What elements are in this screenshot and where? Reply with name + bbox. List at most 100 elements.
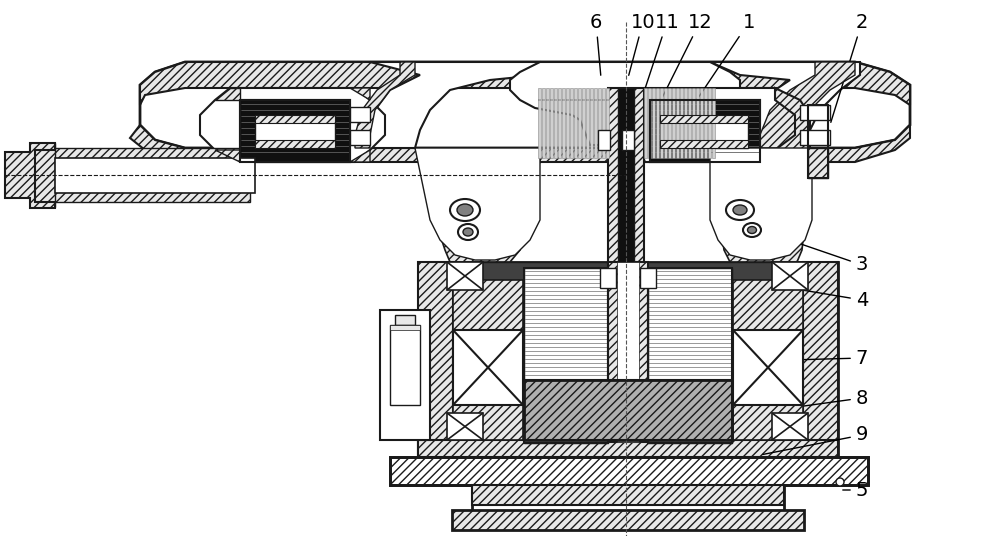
Polygon shape — [215, 150, 240, 162]
Bar — [772, 413, 808, 440]
Polygon shape — [760, 62, 855, 148]
Bar — [546, 88, 549, 158]
Text: 7: 7 — [793, 348, 868, 368]
Bar — [600, 268, 616, 288]
Polygon shape — [415, 148, 540, 260]
Polygon shape — [5, 143, 55, 208]
Polygon shape — [350, 150, 370, 162]
Polygon shape — [200, 88, 385, 162]
Ellipse shape — [463, 228, 473, 236]
Text: 4: 4 — [793, 288, 868, 309]
Bar — [255, 115, 335, 148]
Bar — [524, 268, 608, 443]
Bar — [240, 100, 350, 162]
Bar — [350, 130, 370, 145]
Bar — [390, 457, 868, 485]
Polygon shape — [710, 62, 860, 148]
Bar — [255, 115, 335, 123]
Bar — [676, 88, 679, 158]
Ellipse shape — [743, 223, 761, 237]
Bar — [554, 88, 557, 158]
Bar — [688, 88, 691, 158]
Polygon shape — [355, 62, 415, 148]
Polygon shape — [370, 62, 540, 148]
Bar — [50, 190, 250, 202]
Bar — [472, 485, 784, 505]
Polygon shape — [710, 148, 812, 262]
Bar — [622, 130, 634, 150]
Polygon shape — [130, 125, 910, 162]
Text: 11: 11 — [639, 12, 679, 107]
Bar — [712, 88, 715, 158]
Bar — [704, 88, 707, 158]
Bar — [660, 115, 748, 123]
Bar — [660, 140, 748, 148]
Bar — [390, 457, 868, 485]
Polygon shape — [390, 148, 540, 262]
Bar — [668, 88, 671, 158]
Polygon shape — [775, 88, 810, 162]
Bar — [590, 88, 593, 158]
Bar — [453, 405, 523, 440]
Bar — [608, 88, 644, 288]
Bar — [538, 88, 541, 158]
Bar — [395, 315, 415, 325]
Bar — [418, 262, 453, 457]
Bar — [447, 262, 483, 290]
Bar — [542, 88, 545, 158]
Bar — [618, 88, 634, 288]
Bar — [380, 310, 430, 440]
Bar — [660, 115, 748, 148]
Ellipse shape — [457, 204, 473, 216]
Text: 3: 3 — [798, 243, 868, 274]
Bar — [652, 88, 655, 158]
Bar — [50, 148, 250, 160]
Bar — [598, 130, 610, 150]
Bar — [453, 280, 523, 330]
Polygon shape — [140, 62, 910, 148]
Text: 1: 1 — [692, 12, 755, 108]
Bar — [390, 325, 420, 405]
Polygon shape — [215, 88, 240, 100]
Bar — [602, 88, 605, 158]
Bar — [570, 88, 573, 158]
Text: 6: 6 — [590, 12, 602, 75]
Bar — [562, 88, 565, 158]
Bar — [582, 88, 585, 158]
Bar — [696, 88, 699, 158]
Bar — [550, 88, 553, 158]
Text: 12: 12 — [657, 12, 712, 108]
Bar — [680, 88, 683, 158]
Bar — [418, 262, 838, 457]
Bar — [648, 88, 651, 158]
Bar — [586, 88, 589, 158]
Bar — [606, 88, 609, 158]
Bar — [452, 510, 804, 530]
Bar — [656, 88, 659, 158]
Bar — [240, 100, 350, 162]
Bar — [574, 88, 577, 158]
Bar — [684, 88, 687, 158]
Bar — [524, 380, 732, 440]
Bar — [648, 268, 732, 443]
Ellipse shape — [458, 224, 478, 240]
Polygon shape — [710, 148, 812, 260]
Bar — [524, 268, 608, 443]
Bar — [664, 88, 667, 158]
Bar — [418, 440, 838, 457]
Bar — [594, 88, 597, 158]
Text: 2: 2 — [831, 12, 868, 122]
Bar — [733, 330, 803, 405]
Bar — [733, 280, 803, 330]
Bar — [800, 130, 830, 145]
Bar — [350, 107, 370, 122]
Circle shape — [836, 478, 844, 486]
Bar — [672, 88, 675, 158]
Bar — [255, 140, 335, 148]
Bar — [650, 100, 760, 162]
Bar — [644, 88, 647, 158]
Text: 8: 8 — [778, 389, 868, 410]
Bar — [808, 148, 828, 178]
Ellipse shape — [748, 227, 757, 234]
Bar — [447, 413, 483, 440]
